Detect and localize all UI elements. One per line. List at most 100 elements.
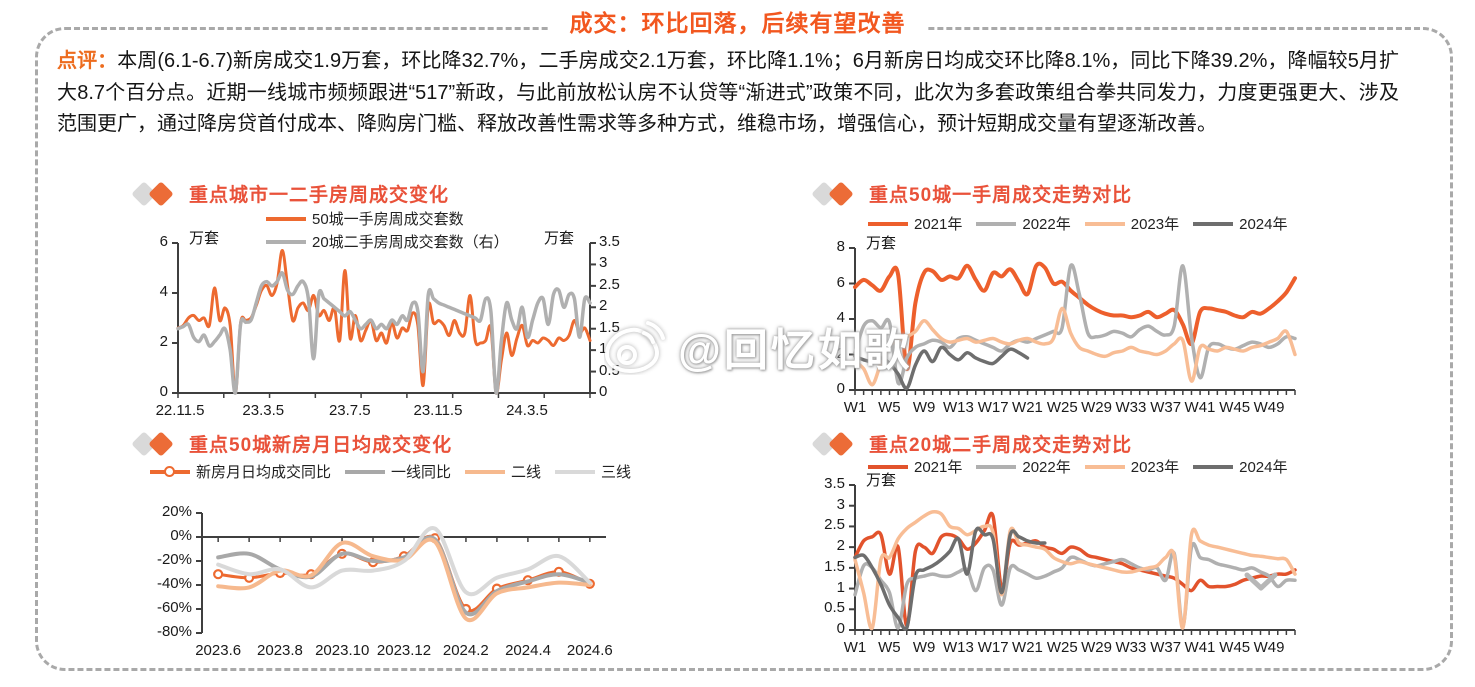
y-tick-label: 2.5 [824, 516, 845, 534]
legend-item: 2023年 [1084, 213, 1180, 234]
panel-title-secondhand-20city: 重点20城二手周成交走势对比 [811, 430, 1133, 457]
legend-item: 三线 [555, 461, 631, 482]
x-tick-label: W21 [1012, 399, 1043, 416]
series-line-2 [853, 306, 1297, 387]
comment-paragraph: 点评：本周(6.1-6.7)新房成交1.9万套，环比降32.7%，二手房成交2.… [57, 46, 1399, 141]
legend-item-label: 20城二手房周成交套数（右） [312, 234, 509, 251]
legend-item-label: 2024年 [1239, 459, 1288, 476]
legend-weekly-change: 50城一手房周成交套数 20城二手房周成交套数（右） [266, 208, 523, 252]
x-tick-label: 2023.10 [315, 642, 370, 659]
y-tick-label: 2 [836, 537, 845, 555]
legend-marker-dot [164, 466, 175, 477]
panel-title-text: 重点城市一二手房周成交变化 [189, 185, 450, 206]
x-tick-label: 23.7.5 [328, 402, 371, 419]
legend-item: 50城一手房周成交套数 [266, 208, 464, 229]
legend-item: 新房月日均成交同比 [150, 461, 331, 482]
y-axis-unit-label: 万套 [866, 472, 897, 489]
x-tick-label: W1 [843, 399, 867, 416]
legend-item-label: 二线 [511, 464, 542, 481]
x-tick-label: W13 [942, 639, 974, 656]
y-tick-label-right: 0.5 [599, 361, 620, 379]
diamond-decoration-icon [131, 430, 177, 457]
legend-line-swatch [1084, 464, 1125, 469]
legend-line-swatch [1084, 221, 1125, 226]
y-tick-label: 2 [159, 333, 168, 350]
x-tick-label: W25 [1046, 399, 1078, 416]
y-tick-label-right: 0 [599, 383, 608, 400]
legend-line-swatch [976, 464, 1017, 469]
legend-item-label: 新房月日均成交同比 [196, 464, 332, 481]
x-tick-label: W29 [1081, 399, 1112, 416]
legend-new-home-50city: 2021年 2022年 2023年 2024年 [868, 213, 1302, 234]
x-tick-label: 23.3.5 [242, 402, 285, 419]
y-axis-unit-label: 万套 [866, 235, 897, 252]
x-tick-label: W49 [1253, 639, 1285, 656]
x-tick-label: W5 [878, 639, 901, 656]
legend-line-swatch [465, 469, 506, 474]
orange-diamond-icon [148, 430, 174, 457]
page-title: 成交：环比回落，后续有望改善 [549, 4, 926, 38]
x-tick-label: W29 [1081, 639, 1112, 656]
legend-item-label: 三线 [601, 464, 632, 481]
data-point-marker [213, 569, 224, 580]
x-tick-label: W41 [1184, 399, 1216, 416]
series-line-0 [853, 261, 1297, 371]
panel-title-text: 重点50城新房月日均成交变化 [189, 435, 453, 456]
legend-monthly-yoy: 新房月日均成交同比 一线同比 二线 三线 [150, 461, 645, 482]
legend-item: 2021年 [868, 213, 962, 234]
comment-label: 点评： [57, 50, 118, 72]
y-axis-unit-label: 万套 [189, 230, 220, 247]
x-tick-label: W49 [1253, 399, 1285, 416]
y-tick-label: -20% [156, 551, 192, 568]
y-tick-label: -60% [156, 599, 192, 616]
legend-item-label: 2023年 [1130, 216, 1180, 233]
legend-item: 2023年 [1084, 456, 1180, 477]
y-tick-label: 0 [836, 380, 845, 397]
y-tick-label-right: 2.5 [599, 275, 620, 293]
x-tick-label: W9 [912, 399, 936, 416]
diamond-decoration-icon [811, 430, 857, 457]
panel-title-monthly-yoy: 重点50城新房月日均成交变化 [131, 430, 453, 457]
y-tick-label-right: 1 [599, 340, 608, 358]
orange-diamond-icon [148, 180, 174, 207]
series-line-1 [853, 263, 1297, 386]
y-tick-label: 4 [159, 283, 168, 300]
legend-item-label: 2021年 [914, 459, 963, 476]
x-tick-label: 2023.6 [195, 642, 242, 659]
y-tick-label: 0 [159, 383, 168, 400]
series-line-2 [853, 510, 1297, 631]
x-tick-label: 2024.6 [566, 642, 613, 659]
panel-title-text: 重点20城二手周成交走势对比 [869, 435, 1133, 456]
legend-line-swatch [976, 221, 1017, 226]
series-line-3 [216, 526, 592, 597]
series-line-1 [853, 541, 1297, 630]
chart-1 [849, 247, 1297, 395]
panel-title-weekly-change: 重点城市一二手房周成交变化 [131, 180, 450, 207]
panel-title-text: 重点50城一手周成交走势对比 [869, 185, 1133, 206]
y-axis-unit-label: 万套 [544, 230, 575, 247]
y-tick-label: -40% [156, 575, 192, 592]
series-line-1 [216, 535, 592, 617]
legend-secondhand-20city: 2021年 2022年 2023年 2024年 [868, 456, 1302, 477]
legend-item: 20城二手房周成交套数（右） [266, 231, 509, 252]
legend-item-label: 2022年 [1022, 459, 1071, 476]
x-tick-label: W9 [912, 639, 936, 656]
y-tick-label-right: 1.5 [599, 318, 620, 336]
chevron-down-icon [1244, 572, 1278, 591]
y-tick-label: 3.5 [824, 475, 845, 492]
x-tick-label: 24.3.5 [506, 402, 548, 419]
x-tick-label: W33 [1115, 399, 1147, 416]
x-tick-label: 2024.4 [505, 642, 551, 659]
y-tick-label: 0 [836, 620, 845, 637]
legend-item: 2024年 [1193, 213, 1288, 234]
legend-item-label: 50城一手房周成交套数 [312, 211, 464, 228]
legend-item: 2021年 [868, 456, 962, 477]
x-tick-label: W17 [977, 639, 1009, 656]
y-tick-label: 1 [836, 578, 845, 596]
legend-item-label: 一线同比 [391, 464, 452, 481]
diamond-decoration-icon [131, 180, 177, 207]
legend-item: 2024年 [1193, 456, 1288, 477]
x-tick-label: W37 [1150, 639, 1182, 656]
legend-item-label: 2023年 [1130, 459, 1180, 476]
panel-title-new-home-50city: 重点50城一手周成交走势对比 [811, 180, 1133, 207]
